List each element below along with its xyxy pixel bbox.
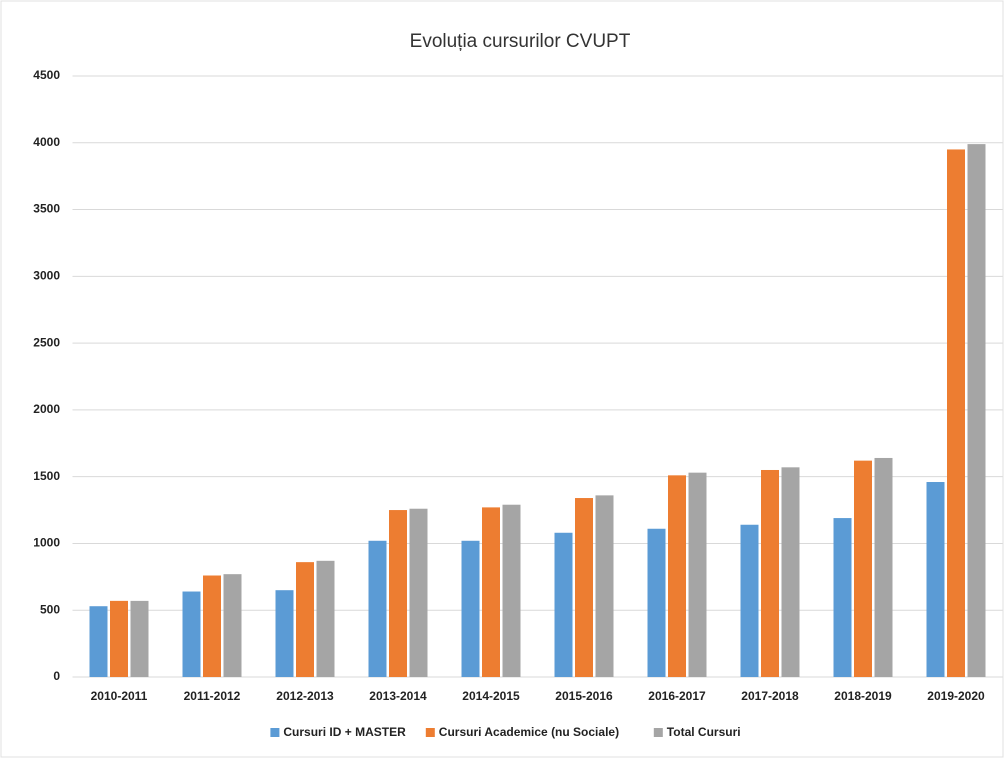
y-tick-label: 4000 [33, 135, 60, 149]
y-tick-label: 2000 [33, 402, 60, 416]
bar [368, 540, 387, 677]
bar [595, 495, 614, 677]
bar [461, 540, 480, 677]
bar [947, 149, 965, 677]
bar [409, 508, 428, 677]
bar [688, 472, 707, 677]
legend-swatch [270, 728, 280, 737]
x-tick-label: 2016-2017 [648, 689, 706, 703]
bar [761, 469, 779, 677]
bar [575, 498, 593, 677]
chart-title: Evoluția cursurilor CVUPT [410, 31, 631, 52]
y-tick-label: 1500 [33, 469, 60, 483]
bar [182, 591, 201, 677]
bar [926, 482, 945, 677]
x-tick-label: 2014-2015 [462, 689, 520, 703]
bar [316, 560, 335, 677]
y-tick-label: 2500 [33, 335, 60, 349]
x-tick-label: 2013-2014 [369, 689, 427, 703]
legend-swatch [653, 728, 663, 737]
bar [554, 532, 573, 677]
bar [967, 144, 986, 677]
x-tick-label: 2012-2013 [276, 689, 334, 703]
y-tick-label: 3000 [33, 269, 60, 283]
y-tick-label: 4500 [33, 68, 60, 82]
y-tick-label: 0 [53, 669, 60, 683]
legend-label: Total Cursuri [667, 725, 741, 739]
bar [223, 574, 242, 677]
bar [874, 457, 893, 677]
x-tick-label: 2015-2016 [555, 689, 613, 703]
bar [275, 590, 294, 677]
bar [389, 510, 407, 677]
legend-label: Cursuri ID + MASTER [283, 725, 406, 739]
x-tick-label: 2019-2020 [927, 689, 985, 703]
x-tick-label: 2011-2012 [184, 689, 241, 703]
y-tick-label: 500 [40, 602, 60, 616]
bar [740, 524, 759, 677]
legend-swatch [425, 728, 435, 737]
x-tick-label: 2018-2019 [834, 689, 892, 703]
bar [854, 460, 872, 677]
bar [833, 518, 852, 677]
y-tick-label: 1000 [33, 536, 60, 550]
bar [110, 600, 128, 677]
bar [296, 562, 314, 677]
bar [668, 475, 686, 677]
bar [781, 467, 800, 677]
legend-label: Cursuri Academice (nu Sociale) [439, 725, 619, 739]
y-tick-label: 3500 [33, 202, 60, 216]
bar [130, 600, 149, 677]
bar [502, 504, 521, 677]
bar [482, 507, 500, 677]
x-tick-label: 2017-2018 [741, 689, 799, 703]
x-tick-label: 2010-2011 [91, 689, 148, 703]
bar [647, 528, 666, 677]
bar [89, 606, 108, 677]
bar [203, 575, 221, 677]
